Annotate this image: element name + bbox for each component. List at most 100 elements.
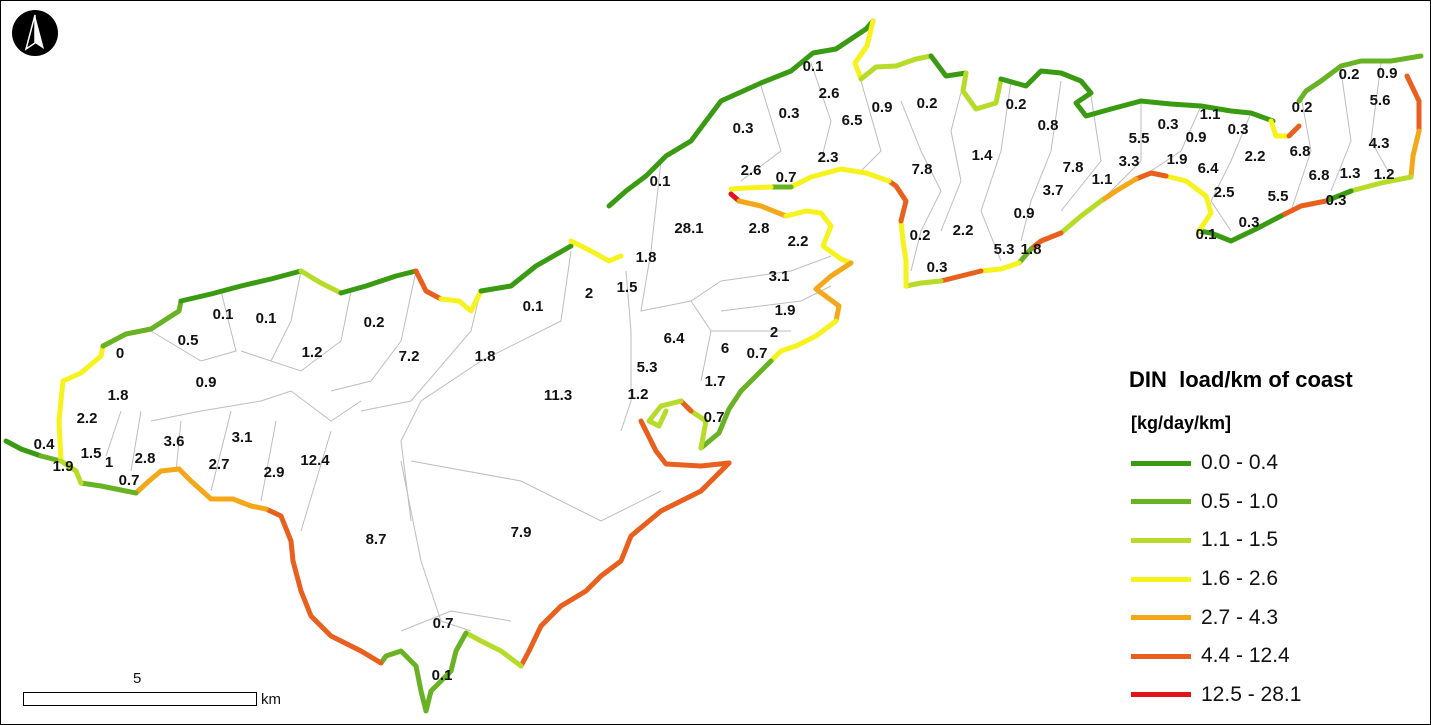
catchment-value-label: 1.8 (1021, 241, 1042, 258)
catchment-value-label: 1.2 (628, 386, 649, 403)
catchment-value-label: 2.2 (953, 222, 974, 239)
coastline-segment (1163, 173, 1214, 234)
catchment-value-label: 3.1 (232, 429, 253, 446)
catchment-value-label: 2.5 (1214, 184, 1235, 201)
coastline-segment (298, 268, 344, 296)
catchment-value-label: 28.1 (674, 220, 703, 237)
catchment-value-label: 0.3 (927, 259, 948, 276)
catchment-value-label: 0.3 (1158, 116, 1179, 133)
catchment-value-label: 2.7 (209, 456, 230, 473)
catchment-value-label: 0.9 (872, 99, 893, 116)
catchment-value-label: 1.8 (108, 387, 129, 404)
catchment-value-label: 4.3 (1369, 135, 1390, 152)
coastline-segment (413, 268, 444, 302)
legend: DIN load/km of coast [kg/day/km] 0.0 - 0… (1129, 367, 1429, 714)
catchment-value-label: 6.8 (1290, 143, 1311, 160)
catchment-value-label: 5.3 (637, 359, 658, 376)
catchment-value-label: 0.4 (34, 436, 56, 453)
legend-swatch (1131, 499, 1191, 505)
catchment-value-label: 8.7 (366, 531, 387, 548)
coastline-segment (1404, 73, 1422, 134)
catchment-value-label: 6.4 (1198, 160, 1220, 177)
catchment-value-label: 1 (105, 454, 113, 471)
catchment-value-label: 2.6 (819, 85, 840, 102)
coastline-segment (1028, 230, 1064, 252)
coastline-segment (518, 460, 732, 669)
catchment-value-label: 6.8 (1309, 167, 1330, 184)
catchment-value-label: 0.1 (803, 58, 824, 75)
coastline-segment (638, 418, 732, 469)
legend-label: 0.5 - 1.0 (1201, 489, 1279, 513)
catchment-value-label: 1.7 (705, 373, 726, 390)
legend-swatch (1131, 653, 1191, 659)
legend-swatch (1131, 692, 1191, 698)
catchment-value-label: 0.1 (1196, 226, 1217, 243)
coastline-segment (478, 243, 574, 294)
catchment-value-label: 6 (721, 340, 729, 357)
catchment-value-label: 1.1 (1200, 106, 1221, 123)
coastline-segment (1278, 198, 1329, 219)
coastline-segment (928, 53, 969, 79)
coastline-segment (438, 288, 484, 314)
coastline-segment (1268, 118, 1292, 139)
catchment-value-label: 0.8 (1038, 117, 1059, 134)
legend-swatch (1131, 576, 1191, 582)
coastline-segment (728, 184, 774, 192)
coastline-segment (133, 466, 269, 512)
coastline-segment (768, 318, 839, 364)
legend-label: 0.0 - 0.4 (1201, 451, 1279, 475)
catchment-value-label: 2 (585, 285, 593, 302)
coastline-segment (1323, 188, 1354, 204)
catchment-value-label: 1.5 (81, 445, 102, 462)
catchment-value-label: 7.8 (1063, 159, 1084, 176)
coastline-segment (100, 298, 184, 349)
catchment-value-label: 1.2 (1374, 166, 1395, 183)
coastline-segment (783, 208, 854, 266)
coastline-segment (886, 178, 909, 224)
coastline-segment (938, 268, 984, 284)
catchment-value-label: 1.9 (775, 302, 796, 319)
catchment-labels: 0.1 2.6 0.3 0.3 6.5 0.9 0.2 0.2 0.8 1.1 0.2 0.9 5.6 0… (34, 58, 1398, 684)
catchment-value-label: 5.3 (994, 241, 1015, 258)
catchment-value-label: 0.2 (364, 314, 385, 331)
catchment-value-label: 3.6 (164, 433, 185, 450)
coastline-segment (788, 18, 876, 74)
catchment-value-label: 0.9 (1377, 65, 1398, 82)
legend-label: 1.1 - 1.5 (1201, 528, 1279, 552)
catchment-value-label: 0.1 (523, 298, 544, 315)
catchment-value-label: 0.9 (1014, 205, 1035, 222)
coastline-segment (378, 630, 469, 714)
coastline-segment (898, 218, 909, 289)
legend-row: 0.0 - 0.4 (1129, 444, 1429, 483)
catchment-value-label: 0.3 (733, 120, 754, 137)
coastline-segment (978, 260, 1022, 274)
coastline-segment (688, 408, 709, 451)
legend-label: 1.6 - 2.6 (1201, 567, 1279, 591)
catchment-value-label: 0.1 (213, 306, 234, 323)
coastline-segment (463, 630, 524, 669)
catchment-value-label: 6.4 (664, 330, 686, 347)
scale-value: 5 (133, 670, 142, 687)
coastline-segment (1138, 98, 1276, 124)
catchment-value-label: 6.5 (842, 112, 863, 129)
island-landmass (6, 21, 1421, 711)
legend-unit: [kg/day/km] (1131, 413, 1232, 433)
catchment-value-label: 2.3 (818, 149, 839, 166)
catchment-value-label: 1.8 (636, 249, 657, 266)
scale-bar-line (23, 692, 257, 706)
catchment-value-label: 3.1 (769, 268, 790, 285)
coastline-segment (1296, 53, 1424, 104)
catchment-value-label: 5.6 (1370, 92, 1391, 109)
catchment-value-label: 0.7 (747, 345, 768, 362)
catchment-value-label: 0.2 (1006, 96, 1027, 113)
coastline-segment (998, 68, 1144, 119)
legend-row: 1.6 - 2.6 (1129, 560, 1429, 599)
catchment-value-label: 0.9 (1186, 129, 1207, 146)
catchment-value-label: 0.7 (704, 409, 725, 426)
coastline-segment (568, 238, 624, 264)
coastline-segment (1408, 128, 1422, 180)
coastline-segment (738, 358, 774, 394)
legend-label: 12.5 - 28.1 (1201, 682, 1302, 706)
catchment-value-label: 11.3 (544, 387, 572, 404)
